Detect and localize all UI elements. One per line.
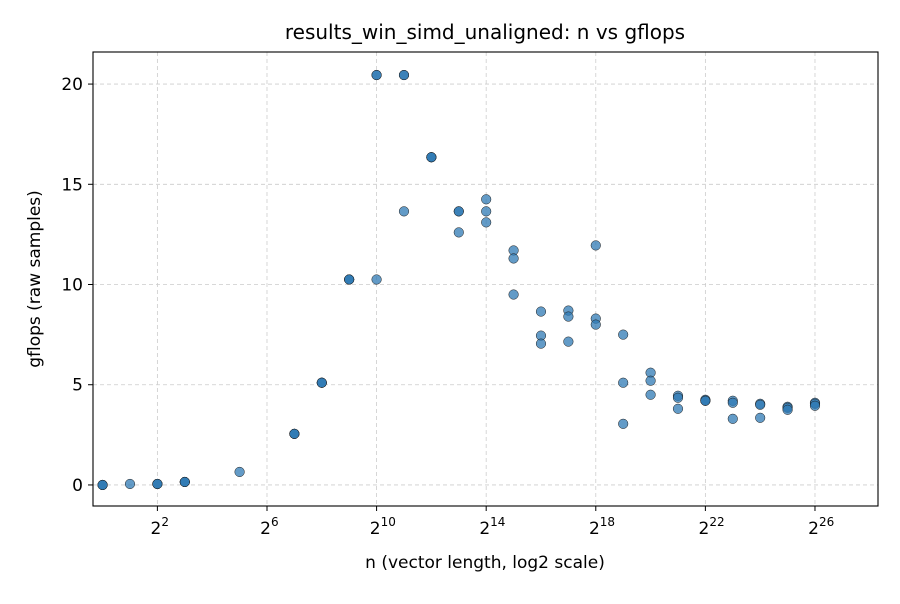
- x-tick-label: 2: [260, 519, 271, 539]
- x-tick-base: 2: [589, 519, 600, 539]
- x-tick-label: 2: [151, 519, 162, 539]
- data-point: [727, 413, 738, 424]
- data-point: [618, 377, 629, 388]
- x-tick-base: 2: [808, 519, 819, 539]
- data-point: [590, 319, 601, 330]
- data-point: [755, 412, 766, 423]
- data-point: [453, 227, 464, 238]
- x-tick-base: 2: [151, 519, 162, 539]
- x-tick-base: 2: [370, 519, 381, 539]
- y-axis-label: gflops (raw samples): [25, 190, 45, 368]
- plot-area-frame: [92, 51, 879, 507]
- data-point: [645, 375, 656, 386]
- grid-lines: [93, 52, 878, 506]
- data-point: [563, 311, 574, 322]
- data-point: [672, 403, 684, 414]
- data-point: [535, 306, 547, 317]
- data-point: [590, 240, 601, 251]
- x-tick-exponent: 26: [819, 515, 834, 529]
- data-point: [508, 289, 519, 300]
- data-point: [727, 397, 738, 408]
- x-tick-label: 2: [370, 519, 381, 539]
- data-point: [124, 478, 136, 490]
- data-point: [152, 478, 163, 490]
- x-tick-base: 2: [479, 519, 490, 539]
- data-point: [426, 152, 437, 163]
- data-points: [97, 70, 821, 491]
- data-point: [672, 392, 684, 403]
- data-point: [97, 479, 108, 491]
- data-point: [563, 336, 574, 347]
- y-tick-label: 15: [61, 175, 83, 195]
- data-point: [481, 217, 492, 228]
- data-point: [481, 206, 492, 217]
- data-point: [371, 274, 382, 285]
- data-point: [234, 466, 245, 477]
- x-tick-exponent: 2: [161, 515, 169, 529]
- data-point: [809, 400, 821, 411]
- x-axis-ticks: 2 2 2 6 2 10 2 14 2 18 2 22 2 26: [151, 506, 834, 539]
- chart-title: results_win_simd_unaligned: n vs gflops: [285, 20, 685, 44]
- x-tick-label: 2: [808, 519, 819, 539]
- y-tick-label: 5: [72, 376, 83, 396]
- data-point: [344, 274, 355, 285]
- data-point: [179, 476, 190, 487]
- x-axis-label: n (vector length, log2 scale): [365, 553, 605, 573]
- x-tick-exponent: 22: [709, 515, 724, 529]
- data-point: [453, 206, 464, 217]
- x-tick-label: 2: [479, 519, 490, 539]
- data-point: [398, 70, 410, 81]
- data-point: [371, 70, 382, 81]
- y-axis-ticks: 0 5 10 15 20: [61, 75, 93, 496]
- data-point: [618, 329, 629, 340]
- y-tick-label: 10: [61, 276, 83, 296]
- data-point: [645, 389, 656, 400]
- data-point: [535, 338, 547, 349]
- x-tick-exponent: 14: [490, 515, 505, 529]
- x-tick-exponent: 6: [271, 515, 279, 529]
- y-tick-label: 20: [61, 75, 83, 95]
- y-tick-label: 0: [72, 476, 83, 496]
- data-point: [398, 206, 410, 217]
- data-point: [782, 404, 793, 415]
- data-point: [755, 399, 766, 410]
- x-tick-label: 2: [589, 519, 600, 539]
- x-tick-exponent: 18: [600, 515, 615, 529]
- data-point: [508, 253, 519, 264]
- data-point: [289, 428, 300, 439]
- data-point: [700, 395, 711, 406]
- x-tick-exponent: 10: [381, 515, 396, 529]
- x-tick-base: 2: [699, 519, 710, 539]
- data-point: [618, 418, 629, 429]
- x-tick-label: 2: [699, 519, 710, 539]
- data-point: [481, 194, 492, 205]
- x-tick-base: 2: [260, 519, 271, 539]
- data-point: [316, 377, 327, 388]
